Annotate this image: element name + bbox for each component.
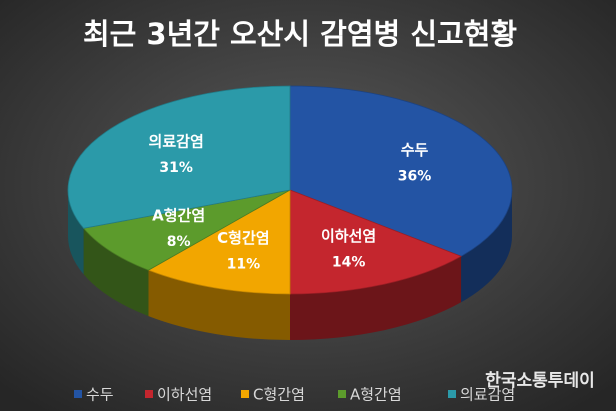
slice [67,85,291,229]
slice-side [68,190,84,275]
slice-name: 수두 [401,141,429,159]
slice-name: 이하선염 [321,227,376,245]
slice-name: 의료감염 [149,132,204,150]
slice [147,189,291,295]
slice [82,189,291,271]
slice-side [290,256,462,340]
legend-swatch [338,390,346,398]
legend-label: 수두 [86,386,114,404]
legend-label: 의료감염 [460,386,515,404]
legend-swatch [145,390,153,398]
legend-label: 이하선염 [157,386,212,404]
legend-swatch [448,390,456,398]
legend-label: C형간염 [253,386,305,404]
slice-side [148,270,290,340]
legend-swatch [74,390,82,398]
slice-name: A형간염 [152,206,205,224]
chart-title: 최근 3년간 오산시 감염병 신고현황 [83,17,517,51]
slice-value-label: 31% [159,160,193,176]
slice-side [83,228,149,317]
slice-value-label: 36% [398,169,432,185]
legend-swatch [241,390,249,398]
slice-side [461,190,512,303]
slice-value-label: 8% [167,234,191,250]
slice-value-label: 11% [227,257,261,273]
slice-value-label: 14% [332,254,366,270]
slice [289,189,462,295]
watermark: 한국소통투데이 [485,371,594,391]
legend-label: A형간염 [350,386,402,404]
slice [289,85,513,257]
slice-name: C형간염 [217,229,269,247]
